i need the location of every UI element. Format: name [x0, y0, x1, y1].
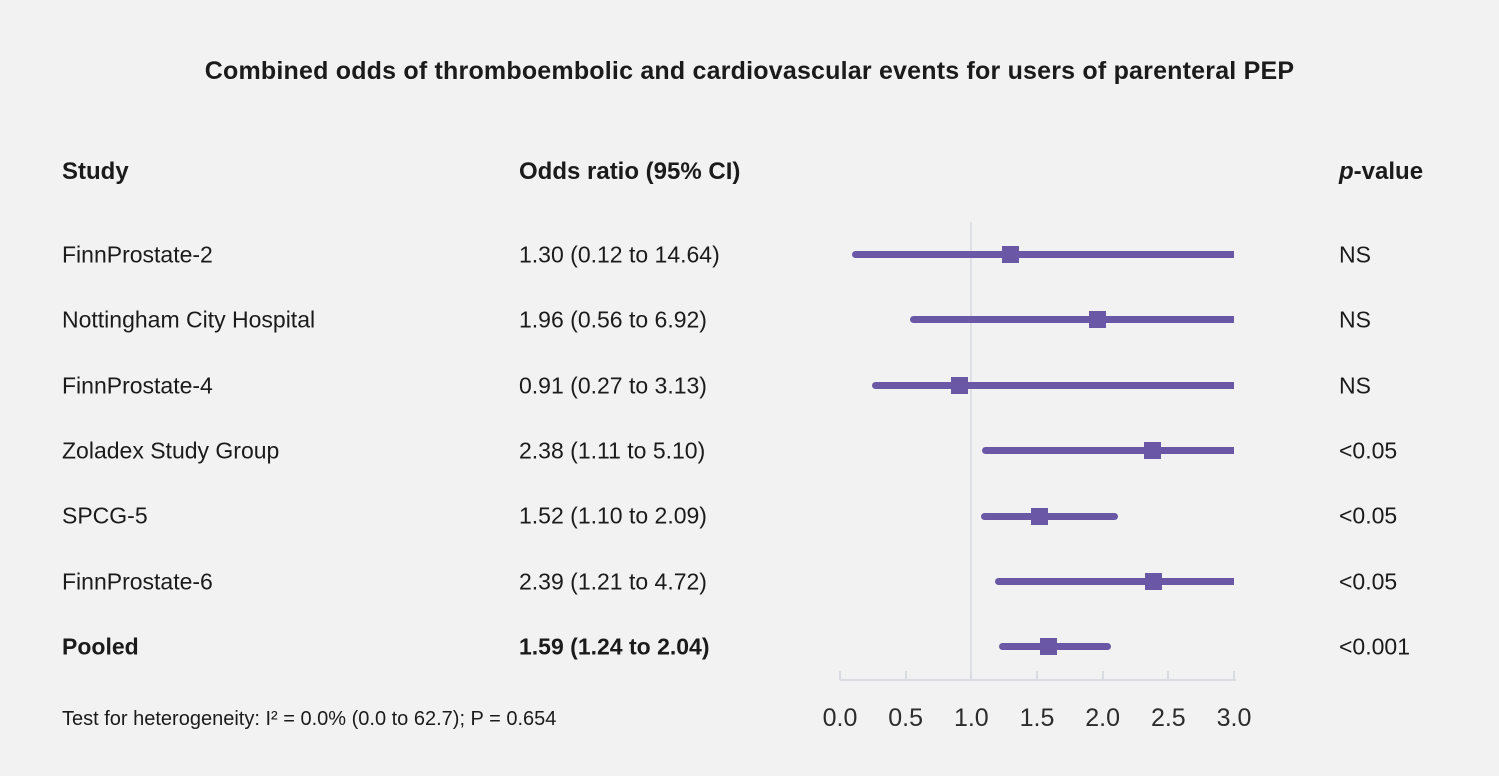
study-label: FinnProstate-4	[62, 372, 213, 399]
x-axis-tick	[1167, 671, 1170, 680]
column-header-study: Study	[62, 158, 129, 185]
table-row: FinnProstate-2 1.30 (0.12 to 14.64) NS	[0, 222, 1499, 288]
study-label: Nottingham City Hospital	[62, 306, 316, 333]
column-header-odds-ratio: Odds ratio (95% CI)	[519, 158, 741, 185]
odds-ratio-ci-value: 2.38 (1.11 to 5.10)	[519, 437, 706, 464]
odds-ratio-marker	[951, 376, 968, 394]
table-row: SPCG-5 1.52 (1.10 to 2.09) <0.05	[0, 483, 1499, 549]
odds-ratio-ci-value: 2.39 (1.21 to 4.72)	[519, 568, 707, 595]
confidence-interval-line	[980, 512, 1118, 520]
table-row: FinnProstate-4 0.91 (0.27 to 3.13) NS	[0, 353, 1499, 419]
confidence-interval-line	[852, 250, 1234, 258]
confidence-interval-line	[995, 577, 1234, 585]
p-value-italic-p: p	[1339, 158, 1354, 185]
x-axis-tick-label: 0.0	[822, 704, 858, 732]
x-axis-tick	[839, 671, 841, 680]
odds-ratio-marker	[1040, 638, 1058, 656]
study-label: FinnProstate-6	[62, 568, 213, 595]
study-label: FinnProstate-2	[62, 241, 213, 268]
x-axis-tick	[1101, 671, 1104, 680]
table-row: Nottingham City Hospital 1.96 (0.56 to 6.…	[0, 287, 1499, 353]
study-label: Pooled	[62, 633, 139, 660]
x-axis-tick-label: 1.0	[953, 704, 989, 732]
table-row: FinnProstate-6 2.39 (1.21 to 4.72) <0.05	[0, 549, 1499, 615]
x-axis-tick-label: 2.5	[1150, 704, 1186, 732]
odds-ratio-marker	[1031, 507, 1049, 525]
table-row: Zoladex Study Group 2.38 (1.11 to 5.10) <0…	[0, 418, 1499, 484]
chart-title: Combined odds of thromboembolic and card…	[204, 57, 1295, 85]
p-value-label: NS	[1339, 306, 1371, 333]
odds-ratio-ci-value: 1.96 (0.56 to 6.92)	[519, 306, 707, 333]
table-row: Pooled 1.59 (1.24 to 2.04) <0.001	[0, 614, 1499, 680]
study-label: SPCG-5	[62, 502, 148, 529]
p-value-label: NS	[1339, 241, 1371, 268]
p-value-label: <0.05	[1339, 568, 1398, 595]
odds-ratio-ci-value: 1.59 (1.24 to 2.04)	[519, 633, 710, 660]
x-axis-tick-label: 0.5	[888, 704, 924, 732]
x-axis-tick-label: 3.0	[1216, 704, 1252, 732]
odds-ratio-ci-value: 0.91 (0.27 to 3.13)	[519, 372, 707, 399]
x-axis-tick	[1035, 671, 1038, 680]
odds-ratio-ci-value: 1.52 (1.10 to 2.09)	[519, 502, 707, 529]
odds-ratio-marker	[1144, 442, 1162, 460]
odds-ratio-ci-value: 1.30 (0.12 to 14.64)	[519, 241, 720, 268]
reference-line-or-1	[970, 222, 972, 680]
odds-ratio-marker	[1145, 572, 1163, 590]
p-value-rest: -value	[1353, 158, 1424, 185]
x-axis-tick-label: 2.0	[1085, 704, 1121, 732]
x-axis-tick	[970, 671, 973, 680]
heterogeneity-footnote: Test for heterogeneity: I² = 0.0% (0.0 t…	[62, 708, 557, 730]
x-axis-line	[840, 679, 1236, 681]
confidence-interval-line	[871, 381, 1234, 389]
column-header-p-value: p-value	[1339, 158, 1423, 186]
p-value-label: NS	[1339, 372, 1371, 399]
confidence-interval-line	[910, 316, 1234, 324]
confidence-interval-line	[982, 447, 1234, 455]
p-value-label: <0.05	[1339, 502, 1398, 529]
x-axis-tick-label: 1.5	[1019, 704, 1055, 732]
odds-ratio-marker	[1088, 311, 1106, 329]
p-value-label: <0.05	[1339, 437, 1398, 464]
x-axis-tick	[904, 671, 907, 680]
x-axis-tick	[1232, 671, 1235, 680]
p-value-label: <0.001	[1339, 633, 1410, 660]
study-label: Zoladex Study Group	[62, 437, 280, 464]
odds-ratio-marker	[1002, 245, 1020, 263]
